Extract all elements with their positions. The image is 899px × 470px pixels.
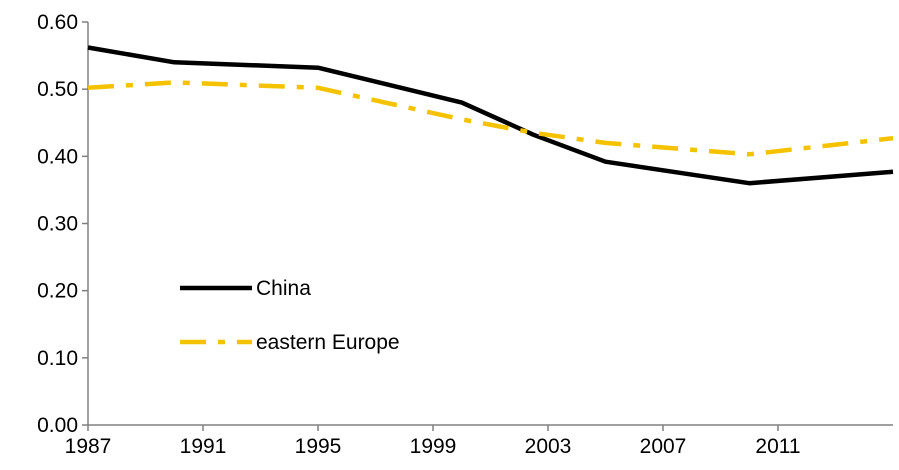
series-line-china xyxy=(87,45,894,186)
series-line-eastern-europe xyxy=(87,80,894,157)
y-axis-ticks: 0.00 0.10 0.20 0.30 0.40 0.50 0.60 xyxy=(37,11,88,437)
y-tick-label: 0.40 xyxy=(37,145,78,168)
x-tick-label: 2007 xyxy=(640,435,687,458)
series-layer xyxy=(87,45,894,186)
x-tick-label: 1995 xyxy=(295,435,342,458)
x-tick-label: 1999 xyxy=(410,435,457,458)
legend: China eastern Europe xyxy=(180,277,400,354)
y-tick-label: 0.20 xyxy=(37,280,78,303)
y-tick-label: 0.60 xyxy=(37,11,78,34)
y-tick-label: 0.50 xyxy=(37,78,78,101)
x-axis-ticks: 1987 1991 1995 1999 2003 2007 2011 xyxy=(65,425,801,458)
x-tick-label: 1987 xyxy=(65,435,112,458)
y-tick-label: 0.10 xyxy=(37,347,78,370)
legend-label-eastern-europe: eastern Europe xyxy=(256,331,400,354)
y-tick-label: 0.00 xyxy=(37,414,78,437)
legend-label-china: China xyxy=(256,277,311,300)
y-tick-label: 0.30 xyxy=(37,213,78,236)
x-tick-label: 2011 xyxy=(755,435,800,458)
x-tick-label: 2003 xyxy=(525,435,572,458)
x-tick-label: 1991 xyxy=(180,435,227,458)
